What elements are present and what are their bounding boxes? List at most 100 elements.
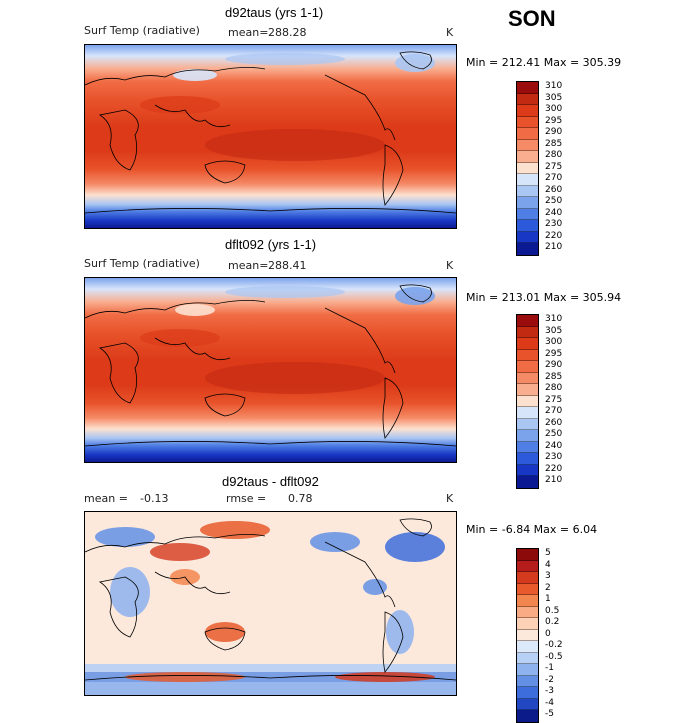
panel1-colorbar	[516, 81, 539, 256]
panel3-colorbar-cell	[517, 595, 538, 607]
panel3-colorbar-cell	[517, 606, 538, 618]
colorbar-tick-label: 240	[545, 207, 563, 218]
panel2-colorbar-cell	[517, 430, 538, 442]
colorbar-tick-label: 310	[545, 81, 563, 91]
panel1-colorbar-cell	[517, 82, 538, 94]
colorbar-tick-label: 310	[545, 314, 563, 324]
colorbar-tick-label: -1	[545, 663, 554, 673]
panel1-units: K	[446, 26, 454, 39]
panel3-units: K	[446, 492, 454, 505]
panel2-colorbar-cell	[517, 395, 538, 407]
panel1-colorbar-cell	[517, 139, 538, 151]
colorbar-tick-label: -0.2	[545, 640, 563, 650]
panel1-colorbar-cell	[517, 220, 538, 232]
panel3-minmax: Min = -6.84 Max = 6.04	[466, 523, 598, 536]
colorbar-tick-label: -5	[545, 709, 554, 719]
panel1-colorbar-cell	[517, 185, 538, 197]
panel2-colorbar-cell	[517, 453, 538, 465]
panel2-colorbar-cell	[517, 441, 538, 453]
panel2-colorbar-cell	[517, 372, 538, 384]
panel1-title: d92taus (yrs 1-1)	[225, 5, 324, 20]
panel3-mean-label: mean =	[84, 492, 128, 505]
colorbar-tick-label: 220	[545, 463, 563, 474]
colorbar-tick-label: 275	[545, 161, 563, 172]
panel1-colorbar-cell	[517, 128, 538, 140]
colorbar-tick-label: 0.2	[545, 617, 560, 627]
colorbar-tick-label: -2	[545, 674, 554, 685]
colorbar-tick-label: 220	[545, 230, 563, 241]
panel2-colorbar-cell	[517, 361, 538, 373]
panel2-map	[84, 277, 457, 463]
panel1-variable-label: Surf Temp (radiative)	[84, 24, 200, 37]
panel2-colorbar-cell	[517, 326, 538, 338]
panel1-colorbar-cell	[517, 93, 538, 105]
colorbar-tick-label: 5	[545, 548, 551, 558]
colorbar-tick-label: 270	[545, 173, 563, 183]
panel1-minmax: Min = 212.41 Max = 305.39	[466, 56, 622, 69]
panel1-colorbar-labels: 310 305 300 295 290 285 280 275 270 260 …	[545, 81, 562, 254]
colorbar-tick-label: 230	[545, 452, 563, 462]
panel3-colorbar-cell	[517, 641, 538, 653]
panel1-colorbar-cell	[517, 231, 538, 243]
panel2-colorbar-cell	[517, 338, 538, 350]
panel1-colorbar-cell	[517, 243, 538, 255]
panel3-colorbar-cell	[517, 560, 538, 572]
colorbar-tick-label: 280	[545, 383, 563, 393]
panel1-coastlines	[85, 51, 456, 214]
colorbar-tick-label: 210	[545, 475, 563, 485]
colorbar-tick-label: 300	[545, 104, 563, 114]
panel3-map	[84, 511, 457, 696]
panel3-colorbar-cell	[517, 652, 538, 664]
colorbar-tick-label: 280	[545, 150, 563, 160]
colorbar-tick-label: 295	[545, 348, 563, 359]
panel3-colorbar-cell	[517, 549, 538, 561]
colorbar-tick-label: 2	[545, 582, 551, 593]
panel2-variable-label: Surf Temp (radiative)	[84, 257, 200, 270]
colorbar-tick-label: 1	[545, 594, 551, 604]
colorbar-tick-label: 4	[545, 559, 551, 570]
panel3-colorbar	[516, 548, 539, 723]
panel1-colorbar-cell	[517, 116, 538, 128]
panel3-colorbar-labels: 5 4 3 2 1 0.5 0.2 0 -0.2 -0.5 -1 -2 -3 -…	[545, 548, 563, 721]
colorbar-tick-label: 250	[545, 429, 563, 439]
colorbar-tick-label: 300	[545, 337, 563, 347]
panel2-colorbar-cell	[517, 464, 538, 476]
colorbar-tick-label: 230	[545, 219, 563, 229]
panel1-mean-label: mean=	[228, 26, 269, 39]
panel2-colorbar-cell	[517, 418, 538, 430]
season-label: SON	[508, 6, 556, 31]
panel2-colorbar-cell	[517, 384, 538, 396]
colorbar-tick-label: -4	[545, 697, 554, 708]
panel3-anomalies	[85, 521, 456, 695]
panel2-colorbar-labels: 310 305 300 295 290 285 280 275 270 260 …	[545, 314, 562, 487]
panel3-rmse-value: 0.78	[288, 492, 313, 505]
panel3-coastlines	[85, 518, 456, 681]
colorbar-tick-label: 290	[545, 127, 563, 137]
panel1-colorbar-cell	[517, 197, 538, 209]
panel2-mean-label: mean=	[228, 259, 269, 272]
panel2-mean-value: 288.41	[268, 259, 307, 272]
panel3-colorbar-cell	[517, 675, 538, 687]
panel3-colorbar-cell	[517, 583, 538, 595]
colorbar-tick-label: 3	[545, 571, 551, 581]
panel1-colorbar-cell	[517, 162, 538, 174]
colorbar-tick-label: 275	[545, 394, 563, 405]
panel2-colorbar-cell	[517, 407, 538, 419]
panel1-mean-value: 288.28	[268, 26, 307, 39]
colorbar-tick-label: 270	[545, 406, 563, 416]
panel3-colorbar-cell	[517, 710, 538, 722]
panel1-colorbar-cell	[517, 174, 538, 186]
colorbar-tick-label: 210	[545, 242, 563, 252]
panel3-colorbar-cell	[517, 629, 538, 641]
panel2-minmax: Min = 213.01 Max = 305.94	[466, 291, 622, 304]
panel3-mean-value: -0.13	[140, 492, 169, 505]
panel2-title: dflt092 (yrs 1-1)	[225, 237, 317, 252]
colorbar-tick-label: 305	[545, 325, 563, 336]
panel3-colorbar-cell	[517, 664, 538, 676]
colorbar-tick-label: 260	[545, 184, 563, 195]
panel2-units: K	[446, 259, 454, 272]
colorbar-tick-label: 285	[545, 138, 563, 149]
panel3-colorbar-cell	[517, 687, 538, 699]
panel2-colorbar-cell	[517, 476, 538, 488]
panel1-colorbar-cell	[517, 208, 538, 220]
